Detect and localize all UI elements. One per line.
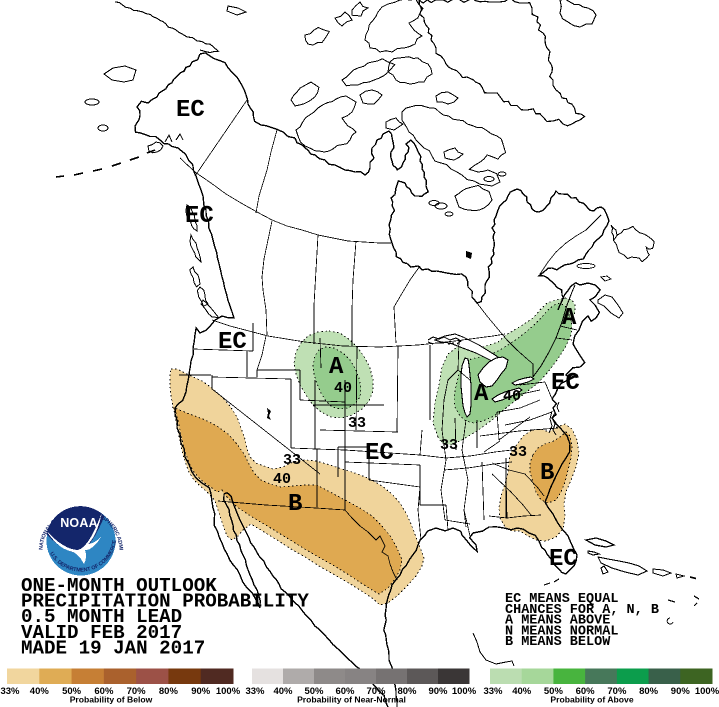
svg-text:40%: 40% [273,686,293,697]
svg-text:70%: 70% [366,686,386,697]
svg-text:MADE 19 JAN 2017: MADE 19 JAN 2017 [21,637,205,659]
svg-text:70%: 70% [607,686,627,697]
svg-text:A: A [329,354,344,381]
svg-text:B: B [288,491,302,518]
svg-text:60%: 60% [576,686,596,697]
svg-text:50%: 50% [62,686,82,697]
svg-text:33%: 33% [245,686,265,697]
svg-text:33: 33 [283,452,301,469]
svg-text:33: 33 [348,415,366,432]
svg-text:B MEANS BELOW: B MEANS BELOW [505,635,611,650]
svg-text:60%: 60% [94,686,114,697]
svg-text:40: 40 [273,471,291,488]
svg-text:100%: 100% [695,686,719,697]
svg-text:EC MEANS EQUAL: EC MEANS EQUAL [505,592,618,607]
svg-text:N MEANS NORMAL: N MEANS NORMAL [505,624,618,639]
svg-text:80%: 80% [639,686,659,697]
svg-text:40%: 40% [512,686,532,697]
svg-text:90%: 90% [671,686,691,697]
svg-text:33%: 33% [483,686,503,697]
svg-text:EC: EC [218,329,247,356]
svg-text:Probability of Below: Probability of Below [70,695,153,705]
svg-text:B: B [540,460,554,487]
svg-text:33%: 33% [0,686,20,697]
svg-text:80%: 80% [397,686,417,697]
svg-text:VALID FEB 2017: VALID FEB 2017 [21,622,182,644]
svg-text:EC: EC [549,546,578,573]
svg-text:40%: 40% [30,686,50,697]
svg-text:50%: 50% [544,686,564,697]
svg-text:Probability of Above: Probability of Above [550,695,633,705]
svg-text:0.5 MONTH LEAD: 0.5 MONTH LEAD [21,606,182,628]
svg-text:90%: 90% [191,686,211,697]
svg-text:90%: 90% [428,686,448,697]
svg-text:50%: 50% [304,686,324,697]
svg-text:100%: 100% [216,686,241,697]
svg-text:40: 40 [503,388,521,405]
svg-text:33: 33 [509,444,527,461]
svg-text:80%: 80% [159,686,179,697]
svg-text:A: A [562,305,577,332]
svg-text:100%: 100% [452,686,477,697]
svg-text:70%: 70% [127,686,147,697]
svg-text:A MEANS ABOVE: A MEANS ABOVE [505,614,610,629]
svg-text:60%: 60% [335,686,355,697]
svg-text:ONE-MONTH OUTLOOK: ONE-MONTH OUTLOOK [21,575,217,597]
svg-text:EC: EC [365,440,394,467]
svg-text:33: 33 [440,437,458,454]
svg-text:A: A [474,381,489,408]
svg-text:EC: EC [185,203,214,230]
svg-text:40: 40 [334,380,352,397]
svg-text:CHANCES FOR A, N, B: CHANCES FOR A, N, B [505,603,659,618]
svg-text:NOAA: NOAA [60,516,98,530]
svg-text:EC: EC [551,370,580,397]
svg-text:PRECIPITATION PROBABILITY: PRECIPITATION PROBABILITY [21,591,309,613]
svg-text:EC: EC [176,97,205,124]
svg-text:Probability of Near-Normal: Probability of Near-Normal [297,695,406,705]
